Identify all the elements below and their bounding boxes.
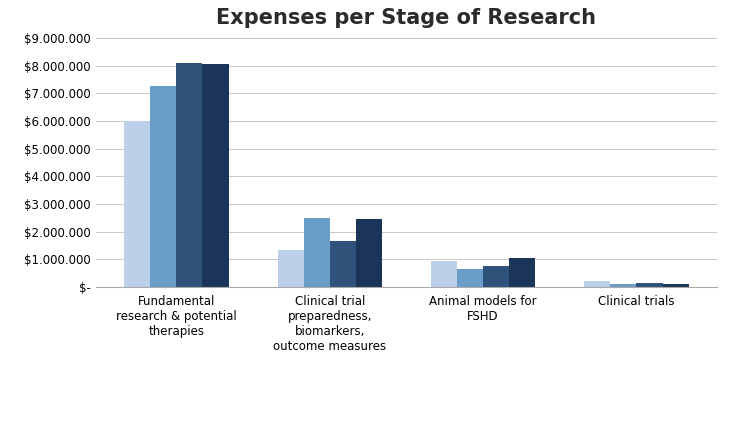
- Bar: [278, 249, 304, 287]
- Bar: [330, 241, 356, 287]
- Bar: [509, 258, 535, 287]
- Bar: [177, 63, 202, 287]
- Bar: [202, 64, 228, 287]
- Bar: [356, 219, 382, 287]
- Bar: [610, 284, 636, 287]
- Bar: [304, 218, 330, 287]
- Bar: [431, 261, 457, 287]
- Bar: [483, 266, 509, 287]
- Title: Expenses per Stage of Research: Expenses per Stage of Research: [217, 8, 596, 28]
- Bar: [636, 283, 663, 287]
- Bar: [457, 269, 483, 287]
- Bar: [124, 121, 150, 287]
- Bar: [585, 281, 610, 287]
- Bar: [663, 284, 689, 287]
- Bar: [150, 87, 177, 287]
